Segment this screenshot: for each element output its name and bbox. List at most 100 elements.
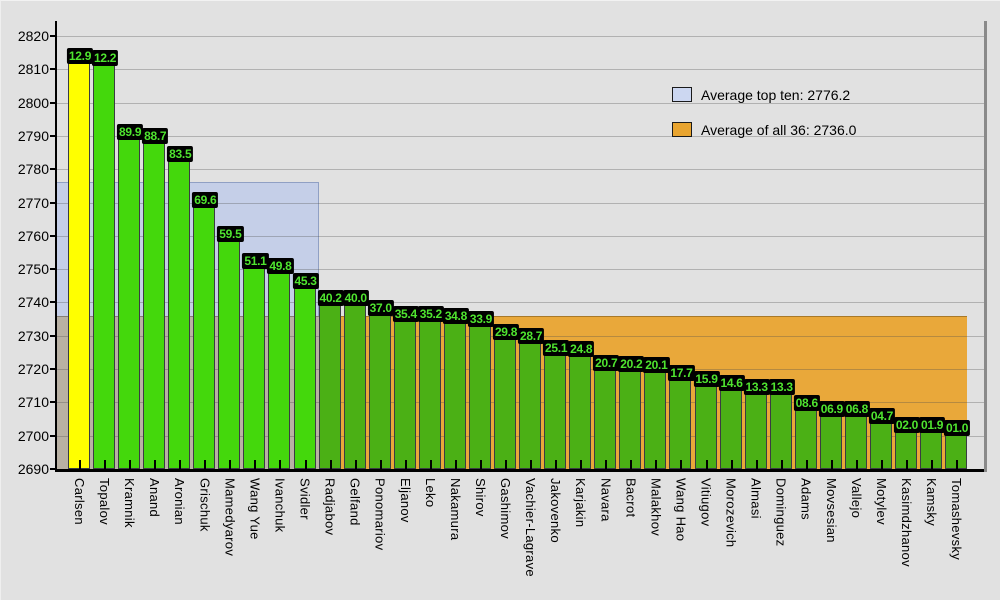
bar-topalov — [93, 61, 116, 469]
bar-value-label: 24.8 — [568, 341, 595, 358]
bar-ivanchuk — [268, 269, 291, 469]
y-axis-tick — [50, 201, 56, 204]
gridline — [57, 269, 984, 271]
legend-label-all-36: Average of all 36: 2736.0 — [701, 122, 857, 138]
bar-navara — [594, 366, 617, 469]
bar-morozevich — [719, 387, 742, 469]
x-axis-label: Vallejo — [848, 478, 864, 519]
bar-grischuk — [193, 203, 216, 469]
bar-vitiugov — [694, 382, 717, 469]
x-axis-label: Vitiugov — [698, 478, 714, 527]
gridline — [57, 202, 984, 204]
y-axis-tick — [50, 168, 56, 171]
x-axis-label: Kramnik — [122, 478, 138, 528]
gridline — [57, 302, 984, 304]
x-axis-tick — [479, 460, 482, 469]
x-axis-label: Svidler — [297, 478, 313, 520]
bar-value-label: 04.7 — [868, 408, 895, 425]
bar-mamedyarov — [218, 237, 241, 469]
bar-value-label: 29.8 — [492, 324, 520, 341]
y-axis-tick — [50, 301, 56, 304]
bar-value-label: 13.3 — [743, 379, 770, 396]
x-axis-line — [55, 469, 984, 472]
bar-jakovenko — [544, 352, 567, 469]
x-axis-tick — [655, 460, 658, 469]
bar-value-label: 20.2 — [618, 356, 645, 373]
x-axis-label: Gelfand — [347, 478, 363, 526]
x-axis-label: Adams — [798, 478, 814, 520]
y-axis-tick-label: 2820 — [17, 28, 49, 44]
bar-ponomariov — [368, 312, 391, 469]
bar-value-label: 40.2 — [317, 289, 344, 306]
x-axis-label: Eljanov — [397, 478, 413, 523]
y-axis-tick-label: 2740 — [17, 294, 49, 311]
bar-gashimov — [494, 336, 517, 469]
x-axis-tick — [956, 460, 959, 469]
bar-carlsen — [68, 59, 90, 469]
bar-value-label: 15.9 — [693, 370, 720, 387]
bar-value-label: 14.6 — [718, 375, 745, 392]
y-axis-tick — [50, 434, 56, 437]
x-axis-label: Wang Hao — [673, 478, 689, 542]
bar-value-label: 17.7 — [668, 364, 695, 381]
x-axis-tick — [329, 460, 332, 469]
x-axis-label: Bacrot — [623, 478, 639, 518]
x-axis-tick — [254, 460, 257, 469]
bar-gelfand — [343, 302, 366, 469]
bar-value-label: 69.6 — [192, 191, 219, 208]
x-axis-label: Anand — [147, 478, 163, 518]
x-axis-tick — [204, 460, 207, 469]
y-axis-tick — [50, 101, 56, 104]
x-axis-tick — [630, 460, 633, 469]
bar-value-label: 01.9 — [918, 417, 946, 434]
x-axis-tick — [505, 460, 508, 469]
x-axis-label: Vachier-Lagrave — [523, 478, 539, 577]
x-axis-label: Kasimdzhanov — [898, 478, 914, 567]
bar-dominguez — [769, 391, 792, 469]
bar-value-label: 83.5 — [167, 145, 194, 162]
x-axis-label: Nakamura — [447, 478, 463, 541]
bar-leko — [418, 318, 441, 469]
x-axis-tick — [354, 460, 357, 469]
x-axis-label: Tomashevsky — [949, 478, 965, 561]
x-axis-tick — [780, 460, 783, 469]
bar-value-label: 28.7 — [518, 328, 545, 345]
gridline — [57, 235, 984, 237]
bar-nakamura — [443, 319, 466, 469]
x-axis-tick — [730, 460, 733, 469]
bar-karjakin — [569, 353, 592, 469]
legend-swatch-all-36 — [672, 122, 692, 137]
x-axis-tick — [555, 460, 558, 469]
y-axis-tick-label: 2750 — [17, 261, 49, 278]
gridline — [57, 169, 984, 171]
bar-value-label: 20.7 — [593, 354, 620, 371]
gridline — [57, 69, 984, 71]
bar-value-label: 01.0 — [944, 420, 971, 437]
bar-value-label: 06.9 — [818, 400, 845, 417]
bar-wang-yue — [243, 265, 266, 469]
bar-eljanov — [393, 317, 416, 469]
x-axis-tick — [680, 460, 683, 469]
y-axis-tick — [50, 134, 56, 137]
bar-value-label: 59.5 — [217, 225, 244, 242]
bar-vachier-lagrave — [519, 340, 542, 469]
x-axis-tick — [805, 460, 808, 469]
bar-almasi — [744, 391, 767, 469]
x-axis-label: Mamedyarov — [222, 478, 238, 557]
bar-value-label: 49.8 — [267, 257, 294, 274]
x-axis-tick — [279, 460, 282, 469]
bar-value-label: 89.9 — [117, 124, 144, 141]
x-axis-tick — [905, 460, 908, 469]
x-axis-label: Navara — [598, 478, 614, 522]
y-axis-tick — [50, 234, 56, 237]
y-axis-tick — [50, 334, 56, 337]
y-axis-tick-label: 2790 — [17, 127, 49, 144]
bar-value-label: 45.3 — [292, 272, 319, 289]
x-axis-tick — [755, 460, 758, 469]
bar-value-label: 13.3 — [768, 379, 795, 396]
bar-value-label: 37.0 — [367, 300, 394, 317]
bar-value-label: 08.6 — [793, 395, 820, 412]
y-axis-tick — [50, 68, 56, 71]
x-axis-label: Aronian — [172, 478, 188, 525]
